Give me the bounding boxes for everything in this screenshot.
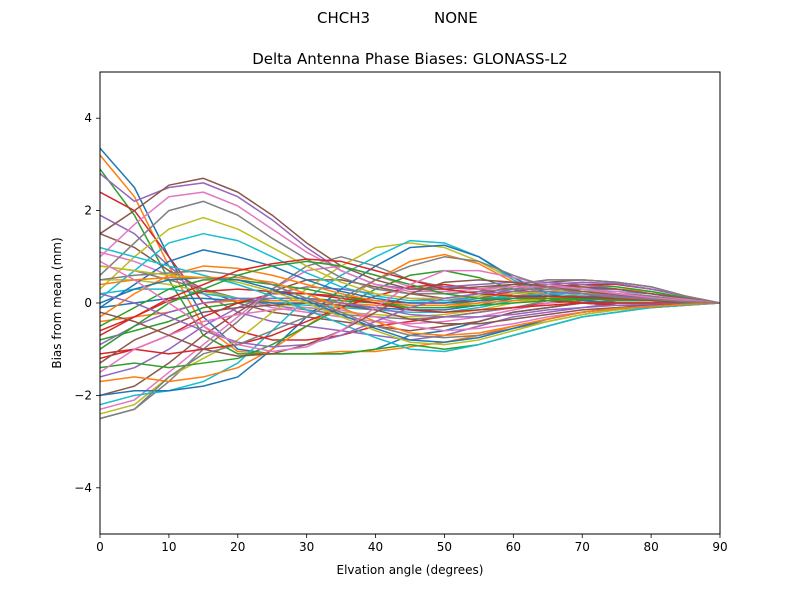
series-line-44	[100, 258, 720, 332]
series-line-38	[100, 269, 720, 339]
series-line-21	[100, 244, 720, 397]
x-tick-label: 60	[506, 540, 521, 554]
series-line-26	[100, 177, 720, 304]
series-line-48	[100, 256, 720, 420]
y-tick-label: −2	[74, 388, 92, 402]
series-line-34	[100, 288, 720, 337]
x-tick-label: 50	[437, 540, 452, 554]
series-layer	[100, 147, 720, 420]
plot-frame	[99, 71, 721, 535]
series-line-47	[100, 260, 720, 353]
x-tick-label: 10	[161, 540, 176, 554]
x-tick-label: 80	[643, 540, 658, 554]
x-tick-label: 20	[230, 540, 245, 554]
x-tick-label: 30	[299, 540, 314, 554]
series-line-37	[100, 302, 720, 373]
y-tick-label: 0	[84, 296, 92, 310]
series-line-46	[100, 279, 720, 357]
x-tick-label: 0	[96, 540, 104, 554]
chart-title: Delta Antenna Phase Biases: GLONASS-L2	[252, 50, 568, 68]
figure-suptitle-station: CHCH3	[317, 9, 371, 27]
series-line-42	[100, 276, 720, 337]
series-line-45	[100, 290, 720, 348]
figure-suptitle-radome: NONE	[434, 9, 478, 27]
y-tick-label: 2	[84, 204, 92, 218]
series-line-27	[100, 191, 720, 304]
x-tick-label: 70	[575, 540, 590, 554]
x-axis: 0 10 20 30 40 50 60 70 80 90	[96, 534, 728, 554]
series-line-35	[100, 297, 720, 346]
y-tick-label: −4	[74, 481, 92, 495]
series-line-36	[100, 302, 720, 364]
series-line-18	[100, 256, 720, 420]
y-tick-label: 4	[84, 111, 92, 125]
x-tick-label: 40	[368, 540, 383, 554]
y-axis: −4 −2 0 2 4	[74, 111, 100, 495]
series-line-40	[100, 246, 720, 353]
x-tick-label: 90	[712, 540, 727, 554]
x-axis-label: Elvation angle (degrees)	[337, 563, 484, 577]
y-axis-label: Bias from mean (mm)	[50, 237, 64, 368]
